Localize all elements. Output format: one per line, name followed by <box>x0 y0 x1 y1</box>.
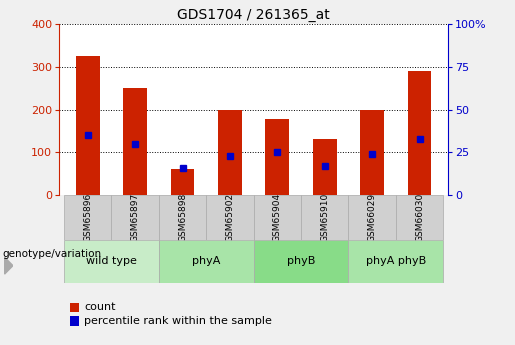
Text: phyB: phyB <box>287 256 315 266</box>
Text: GSM65910: GSM65910 <box>320 193 329 242</box>
Bar <box>218 110 242 195</box>
Bar <box>408 71 432 195</box>
Text: genotype/variation: genotype/variation <box>3 249 101 258</box>
Text: GSM65898: GSM65898 <box>178 193 187 242</box>
Text: wild type: wild type <box>86 256 137 266</box>
Bar <box>360 110 384 195</box>
Bar <box>313 139 337 195</box>
Text: phyA: phyA <box>192 256 220 266</box>
Bar <box>123 88 147 195</box>
Bar <box>170 169 194 195</box>
Bar <box>253 195 301 240</box>
Bar <box>159 240 253 283</box>
Bar <box>70 303 79 312</box>
Text: GSM65904: GSM65904 <box>273 193 282 242</box>
Bar <box>64 240 159 283</box>
Text: GSM66030: GSM66030 <box>415 193 424 242</box>
Bar <box>70 316 79 326</box>
Bar <box>111 195 159 240</box>
Text: GSM65902: GSM65902 <box>226 193 234 242</box>
Bar <box>159 195 206 240</box>
Bar <box>206 195 254 240</box>
Bar <box>64 195 111 240</box>
Bar <box>349 240 443 283</box>
Bar <box>266 119 289 195</box>
Text: count: count <box>84 303 115 312</box>
Bar <box>396 195 443 240</box>
Bar <box>301 195 349 240</box>
Bar <box>76 56 99 195</box>
Text: phyA phyB: phyA phyB <box>366 256 426 266</box>
Title: GDS1704 / 261365_at: GDS1704 / 261365_at <box>177 8 330 22</box>
Text: percentile rank within the sample: percentile rank within the sample <box>84 316 272 326</box>
Text: GSM65896: GSM65896 <box>83 193 92 242</box>
Polygon shape <box>5 257 13 274</box>
Text: GSM66029: GSM66029 <box>368 193 376 242</box>
Text: GSM65897: GSM65897 <box>131 193 140 242</box>
Bar <box>253 240 349 283</box>
Bar <box>349 195 396 240</box>
